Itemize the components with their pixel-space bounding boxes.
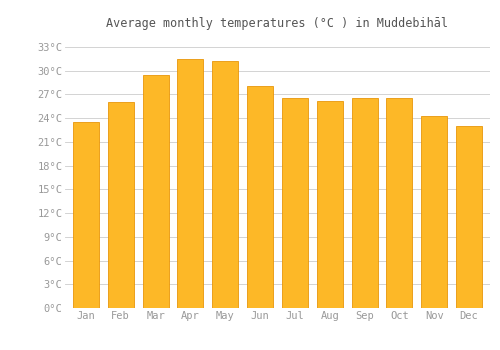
Bar: [73, 122, 99, 308]
Bar: [178, 59, 204, 308]
Bar: [386, 98, 412, 308]
Bar: [108, 102, 134, 308]
Bar: [247, 86, 273, 308]
Bar: [142, 75, 169, 308]
Bar: [421, 116, 448, 308]
Title: Average monthly temperatures (°C ) in Muddebihāl: Average monthly temperatures (°C ) in Mu…: [106, 17, 448, 30]
Bar: [316, 101, 343, 308]
Bar: [456, 126, 482, 308]
Bar: [352, 98, 378, 308]
Bar: [212, 61, 238, 308]
Bar: [282, 98, 308, 308]
